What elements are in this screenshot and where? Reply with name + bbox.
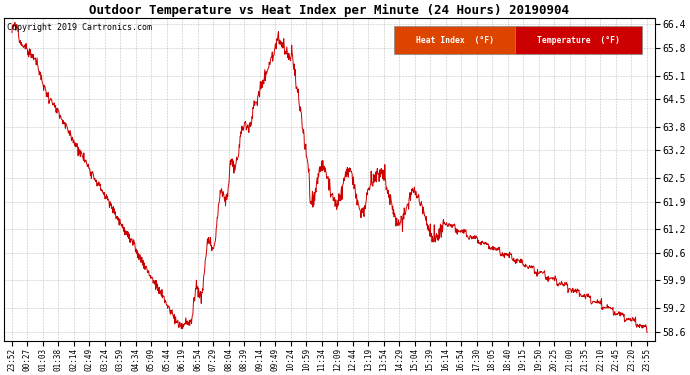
Text: Copyright 2019 Cartronics.com: Copyright 2019 Cartronics.com [8, 23, 152, 32]
Title: Outdoor Temperature vs Heat Index per Minute (24 Hours) 20190904: Outdoor Temperature vs Heat Index per Mi… [90, 4, 569, 17]
Text: Temperature  (°F): Temperature (°F) [537, 36, 620, 45]
FancyBboxPatch shape [515, 27, 642, 54]
FancyBboxPatch shape [395, 27, 515, 54]
Text: Heat Index  (°F): Heat Index (°F) [415, 36, 493, 45]
